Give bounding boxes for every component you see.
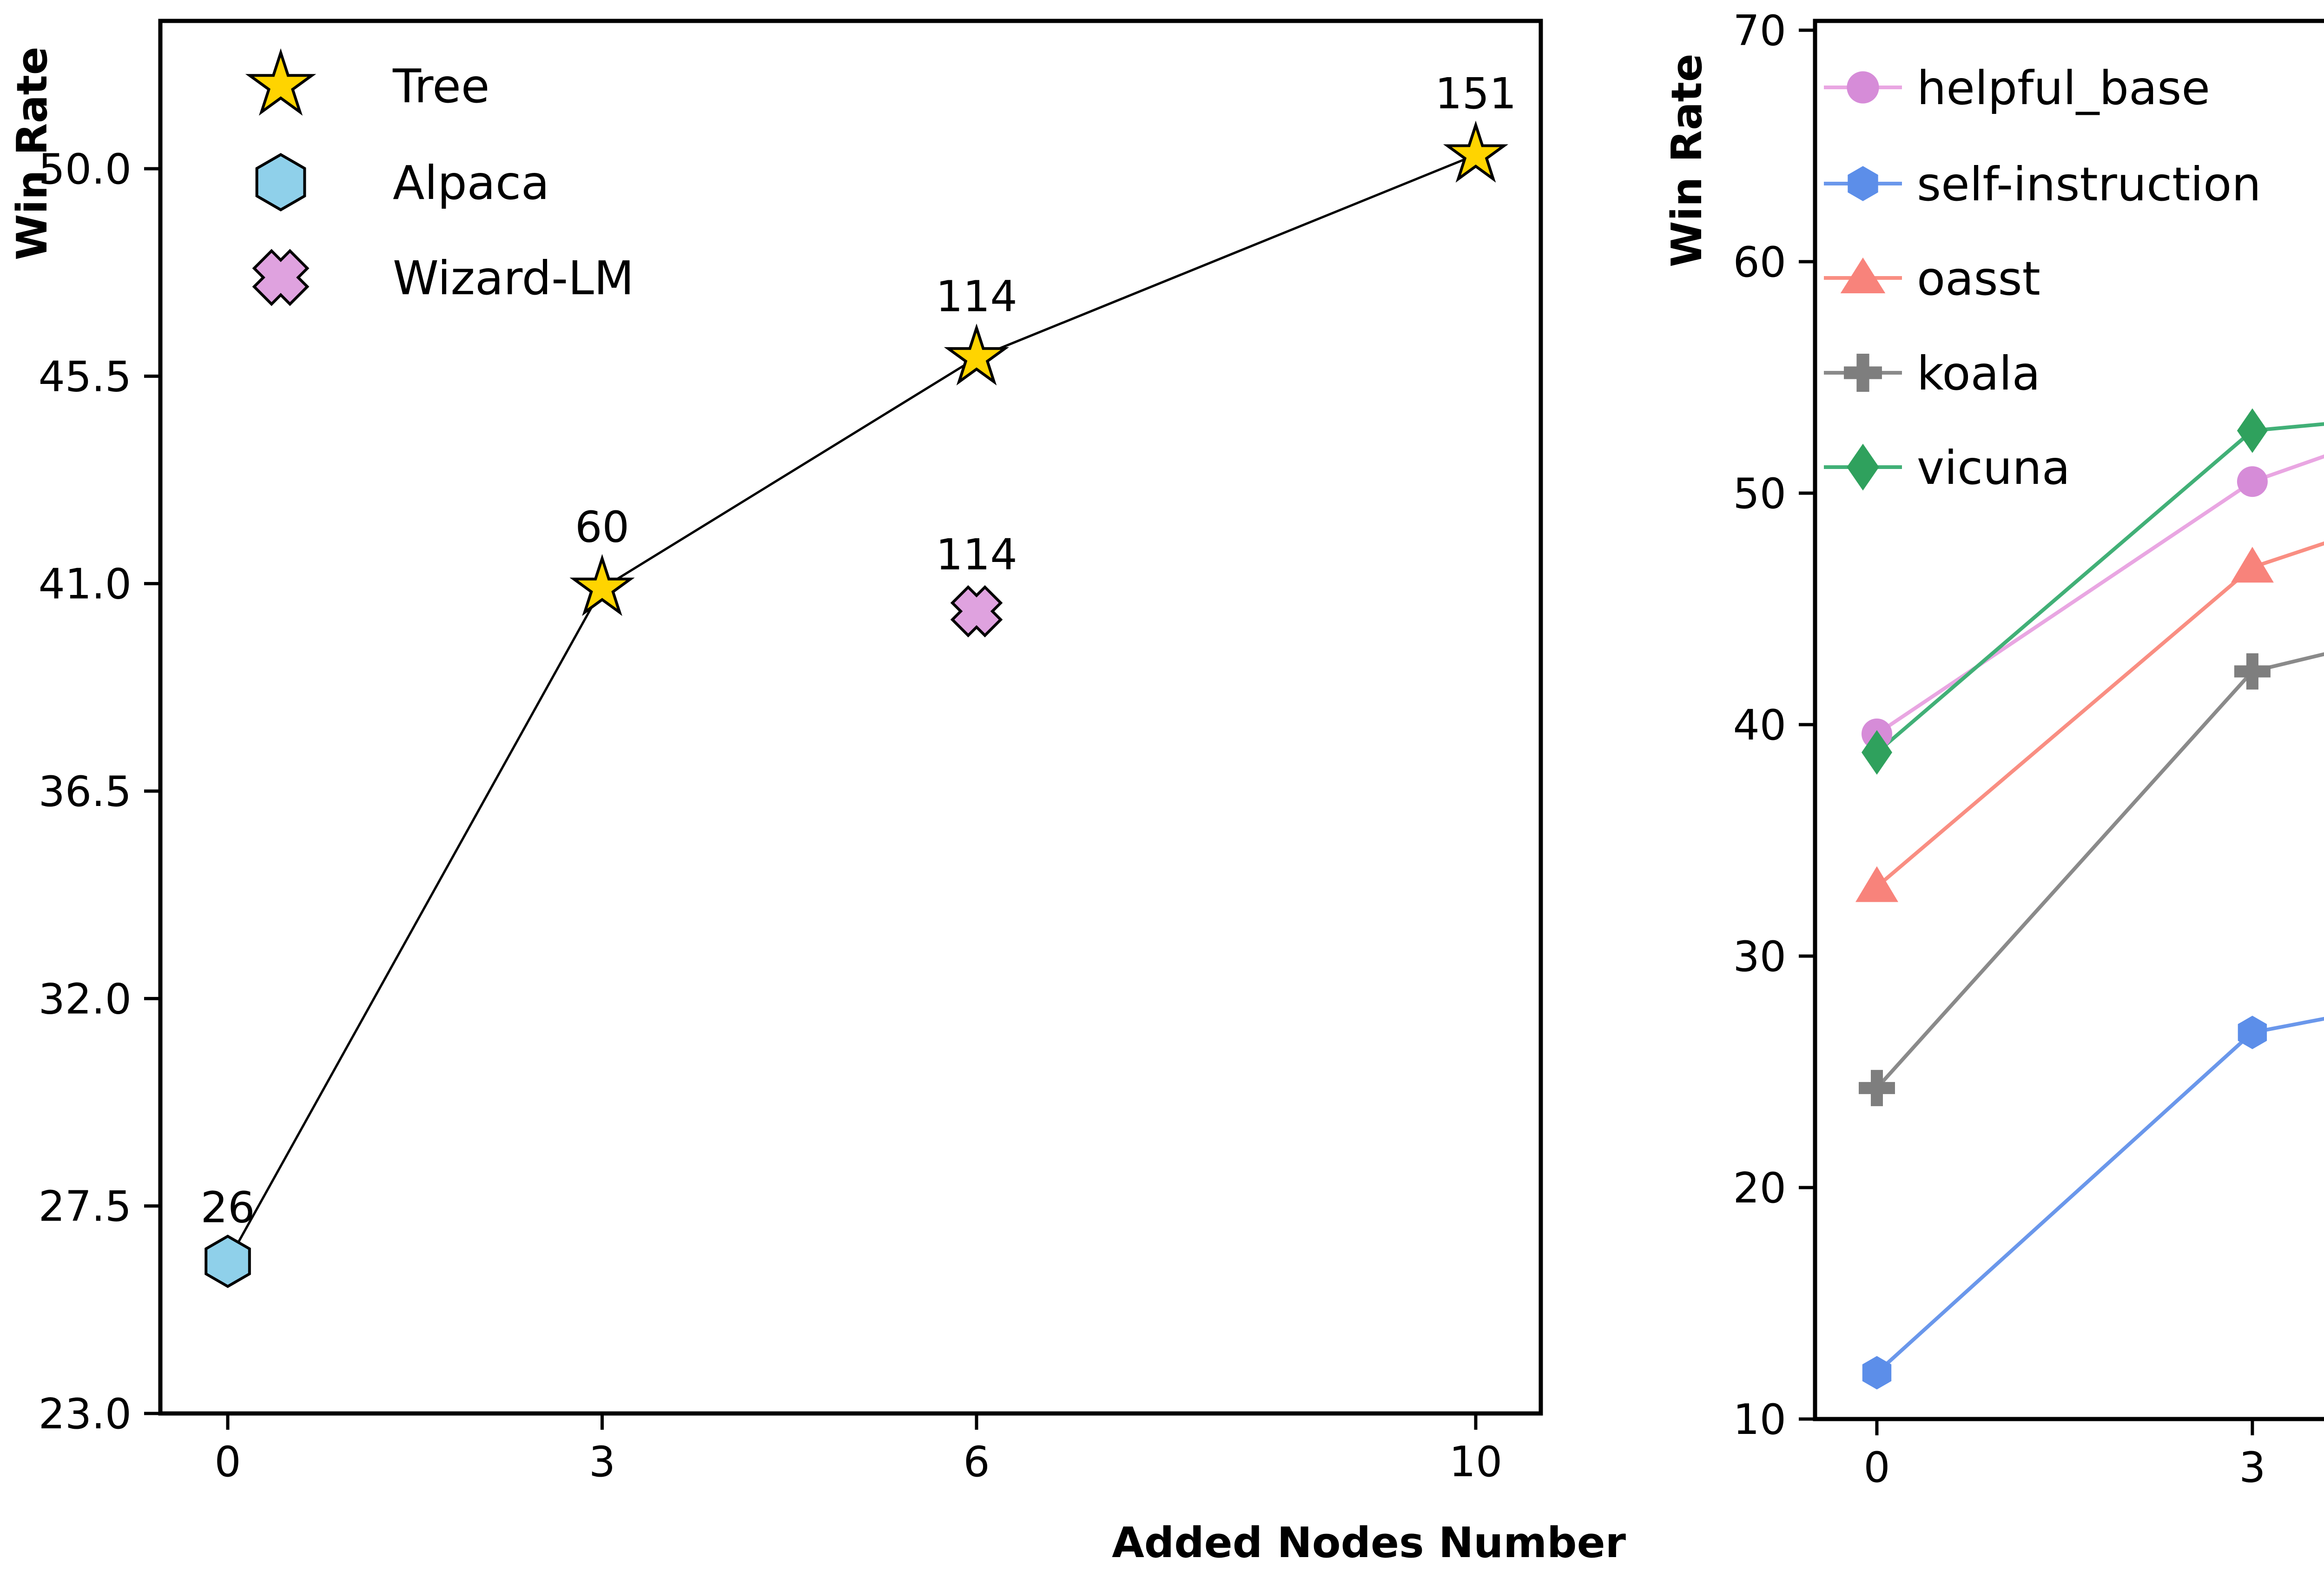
right-x-tick-label: 3 — [2239, 1443, 2265, 1492]
koala-marker — [1859, 1070, 1895, 1106]
left-x-tick-label: 3 — [589, 1438, 615, 1486]
left-x-tick-label: 10 — [1449, 1438, 1503, 1486]
Tree-point-annotation: 60 — [575, 502, 629, 552]
Tree-legend-label: Tree — [392, 59, 489, 113]
left-y-tick-label: 27.5 — [39, 1182, 132, 1231]
right-y-tick-label: 20 — [1733, 1164, 1786, 1213]
right-chart: 1020304050607003610Added Nodes NumberWin… — [1663, 7, 2324, 1492]
left-x-tick-label: 0 — [214, 1438, 241, 1486]
right-y-tick-label: 10 — [1733, 1395, 1786, 1444]
right-legend-item-self-instruction: self-instruction — [1824, 157, 2261, 211]
left-chart: 23.0 27.5 32.0 36.5 41.0 45.5 50.0 0 3 6 10 Added N… — [8, 19, 1626, 1567]
right-legend-item-koala: koala — [1824, 346, 2040, 401]
oasst-legend-label: oasst — [1917, 251, 2040, 306]
left-legend-item-Tree: Tree — [245, 48, 489, 116]
right-y-tick-label: 70 — [1733, 7, 1786, 55]
self-instruction-legend-label: self-instruction — [1917, 157, 2261, 211]
right-y-tick-label: 50 — [1733, 469, 1786, 518]
right-y-tick-label: 60 — [1733, 238, 1786, 287]
helpful_base-line — [1875, 454, 2324, 736]
vicuna-marker — [2237, 408, 2268, 453]
left-y-tick-label: 23.0 — [39, 1390, 132, 1439]
self-instruction-marker — [2238, 1016, 2267, 1050]
Alpaca-point-annotation: 26 — [200, 1183, 255, 1233]
oasst-line — [1875, 541, 2324, 888]
left-y-tick-label: 32.0 — [39, 975, 132, 1023]
Alpaca-marker — [205, 1235, 251, 1288]
vicuna-marker — [1862, 730, 1892, 775]
Alpaca-legend-label: Alpaca — [393, 156, 549, 210]
right-legend-item-vicuna: vicuna — [1824, 441, 2070, 495]
vicuna-legend-marker — [1847, 443, 1879, 491]
koala-marker — [2234, 653, 2271, 690]
Tree-point-annotation: 151 — [1435, 69, 1517, 119]
koala-legend-marker — [1844, 354, 1882, 392]
Wizard-LM-legend-label: Wizard-LM — [393, 251, 634, 305]
Wizard-LM-point-annotation: 114 — [936, 530, 1017, 580]
oasst-marker — [2231, 547, 2274, 583]
right-y-axis-title: Win Rate — [1663, 53, 1711, 267]
koala-legend-label: koala — [1917, 346, 2040, 401]
Tree-marker — [569, 554, 635, 616]
left-y-tick-label: 41.0 — [39, 560, 132, 609]
left-y-tick-label: 50.0 — [39, 145, 132, 194]
left-y-tick-label: 45.5 — [39, 352, 132, 401]
helpful_base-legend-marker — [1847, 71, 1879, 104]
Tree-legend-marker — [245, 48, 317, 116]
oasst-marker — [1855, 866, 1898, 902]
Tree-marker — [944, 324, 1010, 386]
left-y-tick-label: 36.5 — [39, 767, 132, 816]
right-y-tick-label: 40 — [1733, 701, 1786, 750]
self-instruction-line — [1875, 1017, 2324, 1374]
helpful_base-legend-label: helpful_base — [1917, 61, 2210, 115]
left-legend: Tree Alpaca Wizard-LM — [245, 48, 634, 306]
left-x-tick-label: 6 — [963, 1438, 990, 1486]
self-instruction-marker — [1862, 1356, 1892, 1390]
right-legend: helpful_base self-instruction oasst koala vi… — [1824, 61, 2261, 495]
vicuna-line — [1875, 422, 2324, 754]
right-axes-spines — [1813, 19, 2324, 1421]
self-instruction-legend-marker — [1848, 166, 1878, 201]
vicuna-legend-label: vicuna — [1917, 441, 2070, 495]
right-legend-item-helpful_base: helpful_base — [1824, 61, 2210, 115]
left-y-axis-title: Win Rate — [8, 46, 57, 260]
Tree-line — [226, 153, 1476, 1262]
left-legend-item-Wizard-LM: Wizard-LM — [252, 249, 634, 306]
right-legend-item-oasst: oasst — [1824, 251, 2040, 306]
Wizard-LM-marker — [950, 585, 1003, 638]
right-x-tick-label: 0 — [1863, 1443, 1890, 1492]
left-axes-spines — [158, 19, 1543, 1416]
helpful_base-marker — [2237, 466, 2268, 497]
right-y-tick-label: 30 — [1733, 932, 1786, 981]
koala-line — [1875, 652, 2324, 1089]
Alpaca-legend-marker — [255, 153, 306, 211]
Tree-marker — [1443, 120, 1509, 183]
left-x-axis-title: Added Nodes Number — [1112, 1519, 1626, 1567]
Wizard-LM-legend-marker — [252, 249, 310, 306]
oasst-legend-marker — [1840, 257, 1886, 293]
Tree-point-annotation: 114 — [936, 272, 1017, 322]
left-legend-item-Alpaca: Alpaca — [255, 153, 549, 211]
